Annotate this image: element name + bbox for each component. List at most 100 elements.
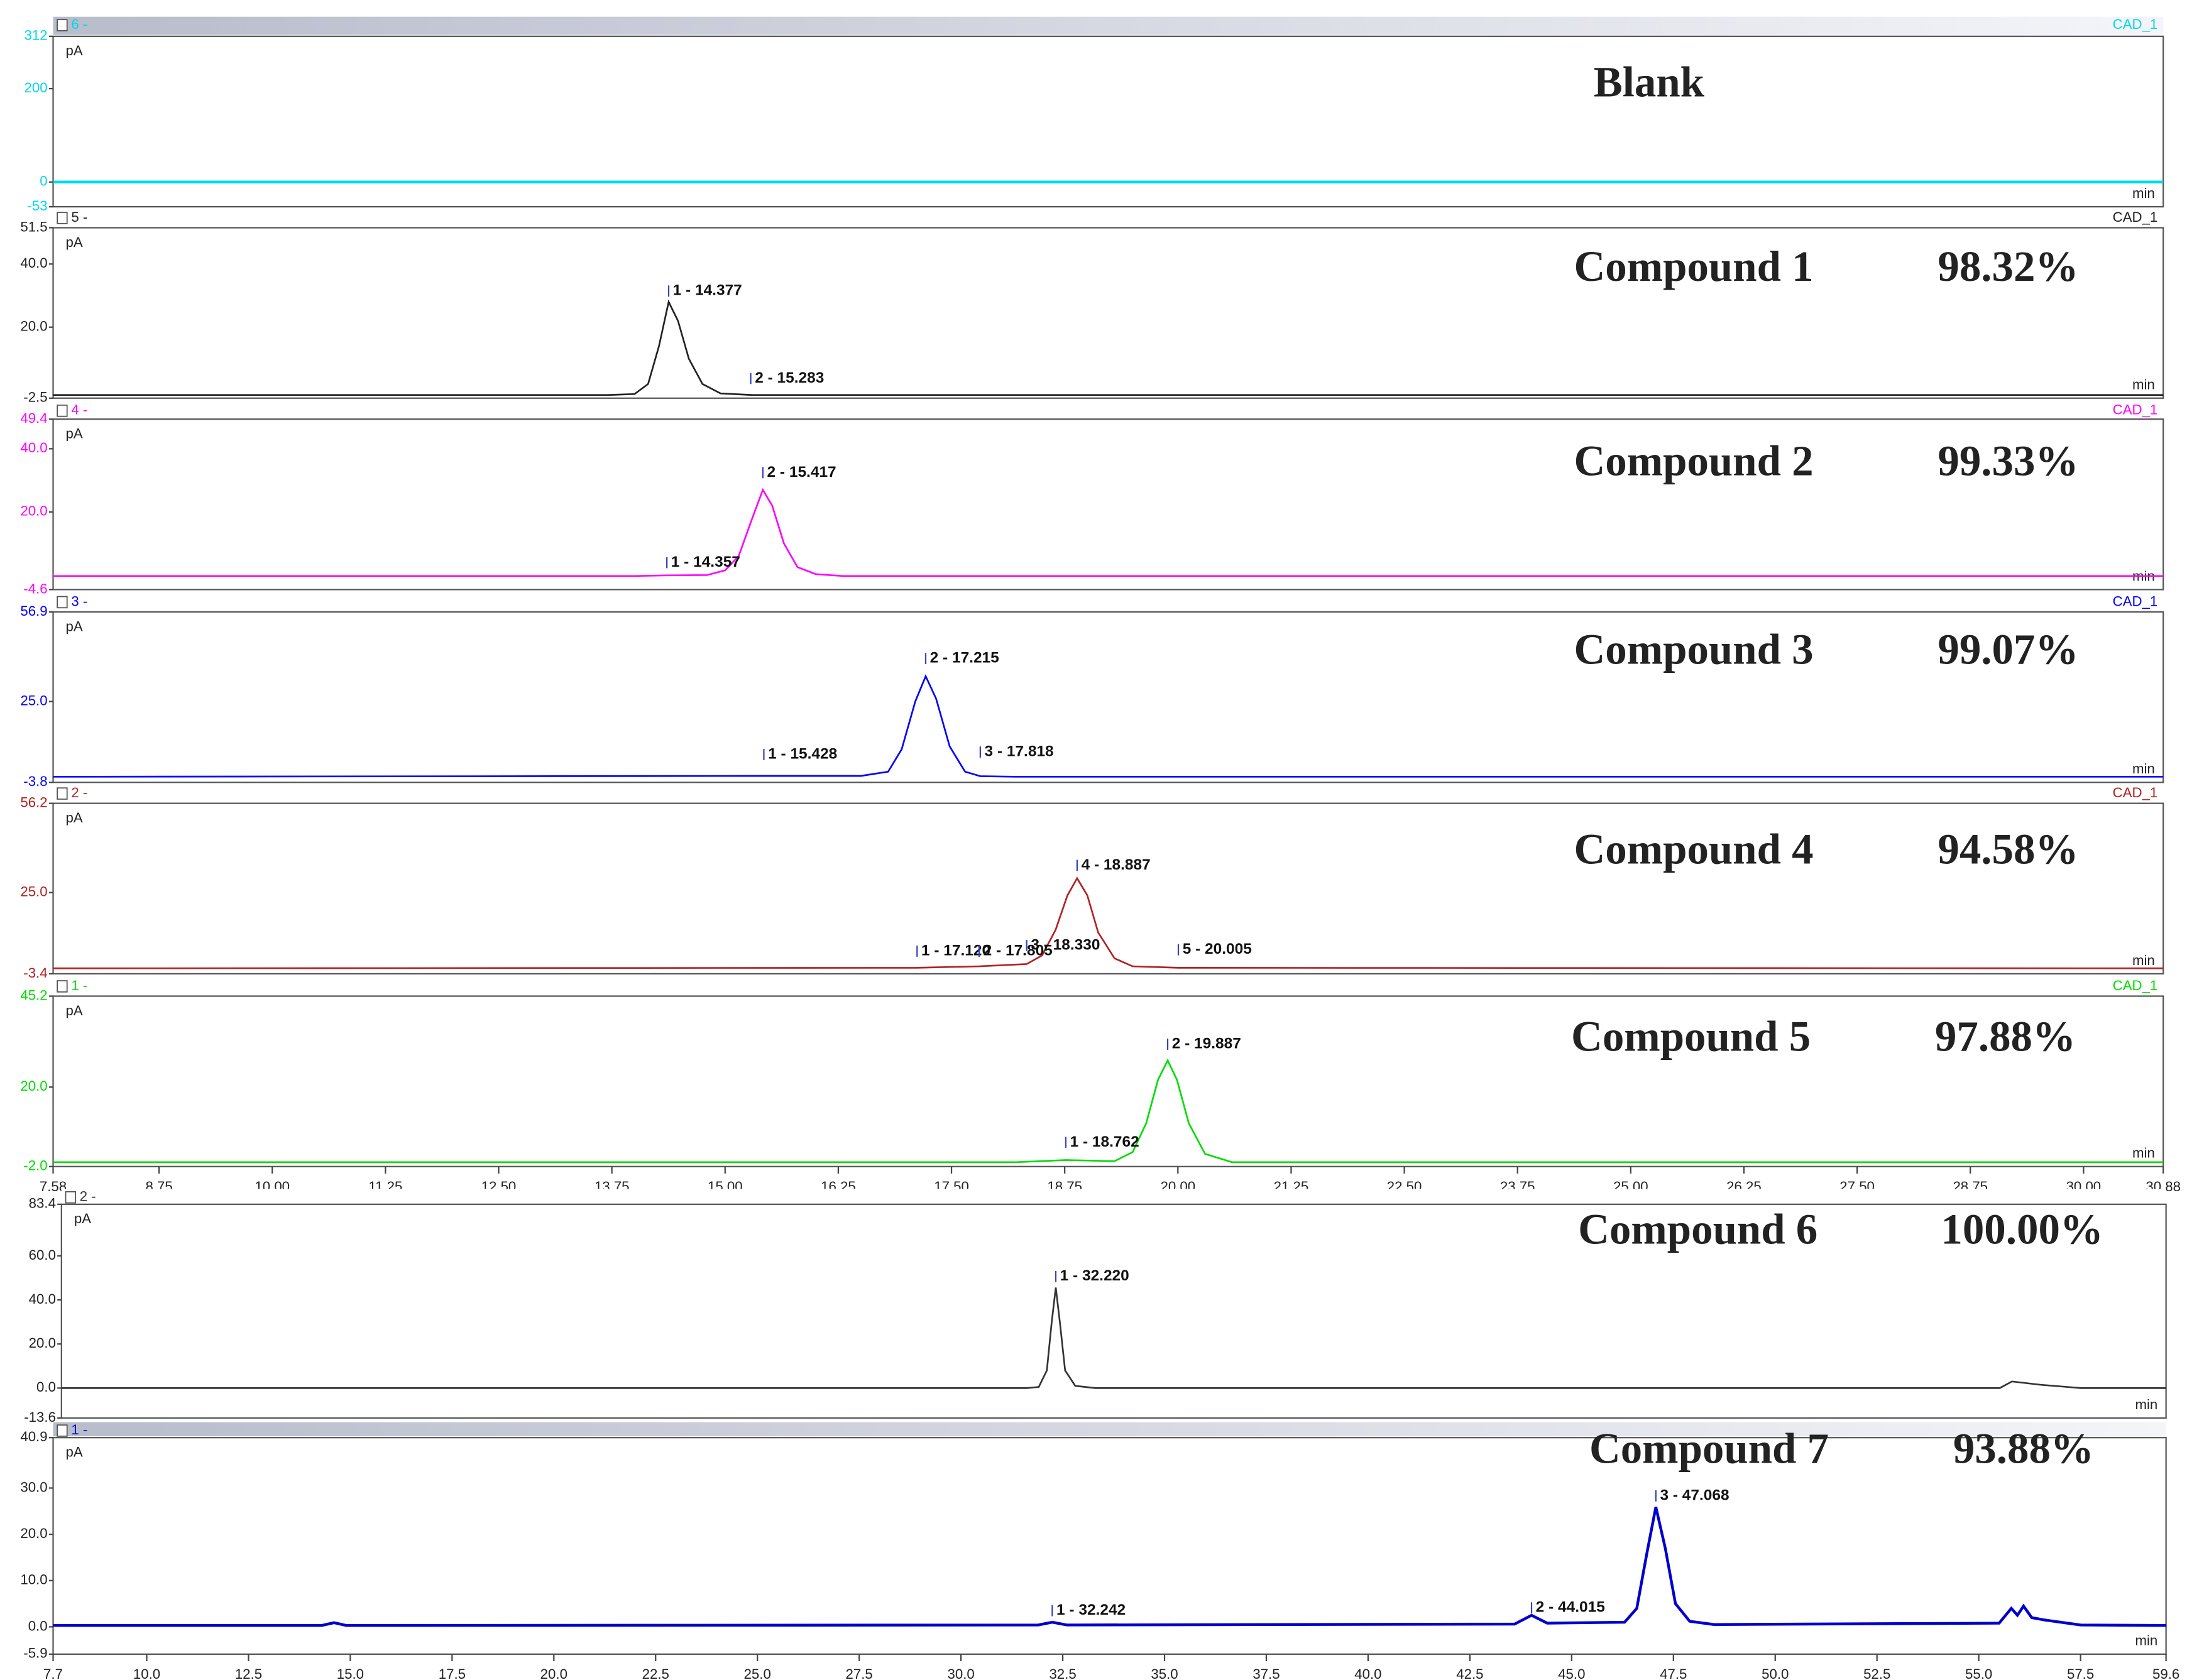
panel-title: Compound 7: [1589, 1424, 1829, 1472]
y-tick-label: 25.0: [20, 884, 47, 900]
detector-label: CAD_1: [2113, 402, 2158, 418]
panel-title: Compound 2: [1574, 437, 1813, 484]
x-tick-label: 22.5: [642, 1666, 669, 1680]
plot-frame: [52, 995, 2164, 1167]
y-tick-label: 20.0: [20, 1078, 47, 1094]
purity: 99.07%: [1938, 626, 2078, 674]
channel-label: 2 -: [80, 1189, 96, 1204]
peak-label: 2 - 17.215: [930, 650, 999, 667]
x-tick-label: 30.0: [947, 1666, 974, 1680]
y-unit: pA: [66, 425, 83, 441]
x-tick-label: 57.5: [2067, 1666, 2094, 1680]
peak-label: 1 - 14.357: [671, 554, 740, 570]
y-tick-label: -4.6: [23, 581, 47, 596]
channel-label: 5 -: [71, 209, 87, 225]
panel-title: Compound 3: [1574, 626, 1813, 674]
x-tick-label: 27.5: [846, 1666, 873, 1680]
x-tick-label: 32.5: [1049, 1666, 1076, 1680]
y-tick-label: 200: [25, 80, 48, 95]
purity: 100.00%: [1941, 1205, 2103, 1253]
y-unit: pA: [66, 618, 83, 634]
trace: [53, 488, 2164, 577]
detector-label: CAD_1: [2113, 16, 2158, 32]
plot-frame: [52, 418, 2164, 591]
y-tick-label: 45.2: [20, 987, 47, 1003]
x-tick-label: 55.0: [1965, 1666, 1992, 1680]
y-tick-label: 40.0: [20, 440, 47, 455]
peak-label: 1 - 14.377: [673, 282, 742, 299]
peak-label: 2 - 44.015: [1536, 1599, 1605, 1616]
channel-icon: [57, 596, 68, 609]
channel-header: [53, 594, 2164, 611]
channel-icon: [57, 19, 68, 31]
trace: [53, 299, 2164, 396]
panel-title: Compound 6: [1578, 1205, 1817, 1253]
detector-label: CAD_1: [2113, 593, 2158, 609]
channel-header: [53, 1422, 2166, 1436]
plot-frame: [60, 1203, 2167, 1419]
y-tick-label: -13.6: [24, 1409, 56, 1425]
panel-title: Blank: [1594, 58, 1705, 106]
purity: 99.33%: [1938, 437, 2078, 484]
peak-label: 3 - 18.330: [1031, 936, 1100, 953]
x-unit: min: [2132, 377, 2155, 393]
channel-icon: [57, 404, 68, 417]
trace: [53, 1058, 2164, 1164]
channel-header: [53, 978, 2164, 995]
x-tick-label: 12.5: [235, 1666, 262, 1680]
x-unit: min: [2132, 761, 2155, 777]
plot-frame: [52, 611, 2164, 783]
trace: [53, 876, 2164, 969]
y-tick-label: -53: [27, 198, 47, 214]
peak-label: 1 - 32.242: [1056, 1601, 1126, 1618]
purity: 97.88%: [1935, 1012, 2076, 1060]
x-tick-label: 52.5: [1863, 1666, 1890, 1680]
y-tick-label: 56.9: [20, 603, 47, 619]
y-tick-label: 20.0: [20, 503, 47, 519]
x-unit: min: [2132, 185, 2155, 201]
x-unit: min: [2132, 952, 2155, 968]
y-tick-label: 49.4: [20, 410, 47, 426]
y-tick-label: 60.0: [29, 1247, 56, 1263]
x-tick-label: 17.5: [439, 1666, 466, 1680]
detector-label: CAD_1: [2113, 209, 2158, 225]
channel-header: [53, 16, 2164, 35]
y-tick-label: 25.0: [20, 692, 47, 708]
x-unit: min: [2135, 1633, 2157, 1649]
peak-label: 2 - 19.887: [1172, 1035, 1241, 1052]
x-tick-label: 50.0: [1762, 1666, 1789, 1680]
y-tick-label: 40.9: [20, 1429, 47, 1444]
channel-header: [53, 785, 2164, 802]
x-tick-label: 37.5: [1252, 1666, 1280, 1680]
x-unit: min: [2132, 1145, 2155, 1161]
y-tick-label: -5.9: [23, 1645, 47, 1661]
y-tick-label: -2.5: [23, 390, 47, 405]
peak-label: 4 - 18.887: [1082, 856, 1151, 873]
x-tick-label: 47.5: [1660, 1666, 1687, 1680]
panel-title: Compound 5: [1571, 1012, 1811, 1060]
plot-frame: [52, 35, 2164, 208]
channel-icon: [57, 787, 68, 800]
channel-header: [53, 402, 2164, 418]
channel-icon: [57, 212, 68, 224]
y-unit: pA: [66, 1003, 83, 1018]
peak-label: 2 - 15.417: [767, 464, 836, 481]
peak-label: 1 - 17.120: [921, 942, 990, 959]
detector-label: CAD_1: [2113, 978, 2158, 993]
plot-frame: [52, 227, 2164, 399]
channel-icon: [57, 980, 68, 993]
peak-label: 3 - 17.818: [985, 743, 1054, 760]
y-unit: pA: [66, 810, 83, 826]
y-tick-label: 20.0: [20, 319, 47, 334]
channel-header: [53, 209, 2164, 227]
channel-label: 1 -: [71, 1422, 87, 1437]
y-tick-label: 40.0: [20, 255, 47, 271]
x-tick-label: 59.6: [2152, 1666, 2179, 1680]
y-tick-label: 312: [25, 28, 48, 43]
purity: 93.88%: [1953, 1424, 2094, 1472]
x-tick-label: 45.0: [1558, 1666, 1585, 1680]
y-tick-label: 0.0: [28, 1618, 48, 1634]
plot-frame: [52, 802, 2164, 975]
y-tick-label: -2.0: [23, 1158, 47, 1174]
